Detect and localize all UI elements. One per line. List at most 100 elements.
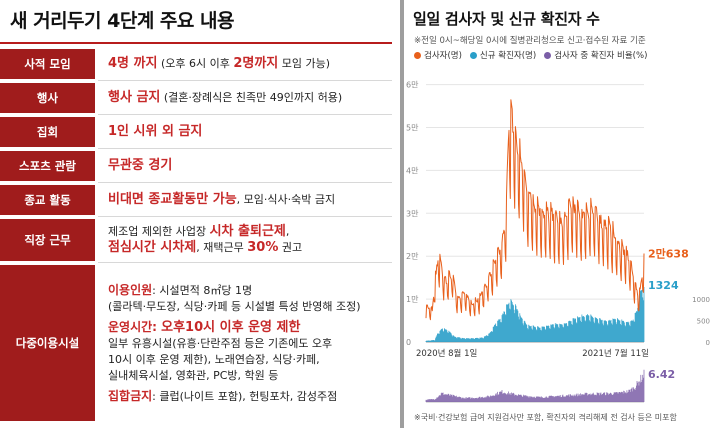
measure-detail-line: 무관중 경기 <box>108 158 392 174</box>
measure-detail: 제조업 제외한 사업장 시차 출퇴근제, 점심시간 시차제, 재택근무 30% 권… <box>108 217 392 263</box>
left-axis-tick-label: 5만 <box>406 123 419 132</box>
highlight-text: 30% <box>247 240 279 255</box>
left-axis-tick-label: 3만 <box>406 209 419 218</box>
highlight-text: 4명 까지 <box>108 56 158 71</box>
measure-detail-line: 10시 이후 운영 제한), 노래연습장, 식당·카페, <box>108 352 392 368</box>
title-underline <box>0 42 392 44</box>
measure-detail-line: 집합금지: 클럽(나이트 포함), 헌팅포차, 감성주점 <box>108 388 392 405</box>
measure-row: 집회 1인 시위 외 금지 <box>0 115 392 149</box>
measure-detail-line: (콜라텍·무도장, 식당·카페 등 시설별 특성 반영해 조정) <box>108 299 392 315</box>
measure-detail-line: 실내체육시설, 영화관, PC방, 학원 등 <box>108 368 392 384</box>
measure-detail: 이용인원: 시설면적 8㎡당 1명 (콜라텍·무도장, 식당·카페 등 시설별 특… <box>108 263 392 423</box>
legend-item-cases: 신규 확진자(명) <box>469 49 537 61</box>
highlight-text: 오후10시 이후 운영 제한 <box>161 319 301 335</box>
measure-row: 직장 근무 제조업 제외한 사업장 시차 출퇴근제, 점심시간 시차제, 재택근무 … <box>0 217 392 263</box>
detail-text: 제조업 제외한 사업장 <box>108 225 210 238</box>
measure-row: 종교 활동 비대면 종교활동만 가능, 모임·식사·숙박 금지 <box>0 183 392 217</box>
confirmed-cases-bars <box>425 287 645 342</box>
legend-label-ratio: 검사자 중 확진자 비율(%) <box>554 51 648 61</box>
highlight-text: 이용인원 <box>108 282 153 297</box>
detail-text: , <box>285 225 290 238</box>
right-axis-tick-label: 500 <box>697 318 710 326</box>
left-axis-tick-label: 2만 <box>406 252 419 261</box>
detail-text: (결혼·장례식은 친족만 49인까지 허용) <box>160 91 343 104</box>
legend-dot-tests <box>414 51 421 59</box>
left-axis-tick-label: 1만 <box>406 295 419 304</box>
left-axis-tick-label: 4만 <box>406 166 419 175</box>
measure-label: 직장 근무 <box>0 219 95 261</box>
measure-row: 스포츠 관람 무관중 경기 <box>0 149 392 183</box>
highlight-text: 운영시간: <box>108 319 162 334</box>
highlight-text: 점심시간 시차제 <box>108 240 197 255</box>
highlight-text: 무관중 경기 <box>108 158 173 173</box>
x-axis-end-label: 2021년 7월 11일 <box>582 348 649 359</box>
measures-panel: 새 거리두기 4단계 주요 내용 사적 모임 4명 까지 (오후 6시 이후 2명… <box>0 10 392 423</box>
measure-row: 사적 모임 4명 까지 (오후 6시 이후 2명까지 모임 가능) <box>0 47 392 81</box>
measure-label: 스포츠 관람 <box>0 151 95 181</box>
highlight-text: 1인 시위 외 금지 <box>108 124 203 139</box>
chart-panel: 일일 검사자 및 신규 확진자 수 ※전일 0시~해당일 0시에 질병관리청으로… <box>404 0 714 428</box>
measure-label: 집회 <box>0 117 95 147</box>
measure-detail: 행사 금지 (결혼·장례식은 친족만 49인까지 허용) <box>108 81 392 115</box>
tests-line <box>425 99 645 321</box>
right-axis-tick-label: 1000 <box>692 296 710 304</box>
legend-label-cases: 신규 확진자(명) <box>479 51 537 61</box>
measure-detail-line: 일부 유흥시설(유흥·단란주점 등은 기존에도 오후 <box>108 336 392 352</box>
chart-footnote: ※국비·건강보험 급여 지원검사만 포함, 확진자의 격리해제 전 검사 등은 … <box>414 413 677 422</box>
detail-text: , 모임·식사·숙박 금지 <box>236 193 336 206</box>
highlight-text: 2명까지 <box>233 56 279 71</box>
legend-item-tests: 검사자(명) <box>414 49 462 61</box>
ratio-final-value-label: 6.42 <box>648 368 675 381</box>
chart-legend: 검사자(명) 신규 확진자(명) 검사자 중 확진자 비율(%) <box>414 49 647 61</box>
highlight-text: 시차 출퇴근제 <box>209 224 286 239</box>
detail-text: : 클럽(나이트 포함), 헌팅포차, 감성주점 <box>152 389 338 403</box>
cases-final-value-label: 1324 <box>648 279 679 292</box>
row-separator <box>98 216 392 217</box>
detail-text: (콜라텍·무도장, 식당·카페 등 시설별 특성 반영해 조정) <box>108 299 361 313</box>
left-axis-tick-label: 6만 <box>406 81 419 90</box>
positivity-ratio-bars <box>425 369 645 402</box>
measure-label: 사적 모임 <box>0 49 95 79</box>
measure-label: 종교 활동 <box>0 185 95 215</box>
measure-detail-line: 점심시간 시차제, 재택근무 30% 권고 <box>108 240 392 256</box>
chart-note: ※전일 0시~해당일 0시에 질병관리청으로 신고·접수된 자료 기준 <box>414 36 646 46</box>
highlight-text: 비대면 종교활동만 가능 <box>108 192 237 207</box>
legend-dot-ratio <box>544 51 552 59</box>
detail-text: 모임 가능) <box>278 57 331 70</box>
x-axis-start-label: 2020년 8월 1일 <box>416 348 477 359</box>
legend-dot-cases <box>469 51 477 59</box>
row-separator <box>98 114 392 115</box>
detail-text: 권고 <box>278 241 303 254</box>
row-separator <box>98 148 392 149</box>
measure-detail-line: 운영시간: 오후10시 이후 운영 제한 <box>108 319 392 336</box>
measure-detail: 1인 시위 외 금지 <box>108 115 392 149</box>
measure-detail-line: 1인 시위 외 금지 <box>108 124 392 140</box>
left-axis-tick-label: 0 <box>406 338 411 347</box>
measures-title: 새 거리두기 4단계 주요 내용 <box>10 10 234 32</box>
row-separator <box>98 262 392 263</box>
measure-row: 행사 행사 금지 (결혼·장례식은 친족만 49인까지 허용) <box>0 81 392 115</box>
detail-text: (오후 6시 이후 <box>157 57 234 70</box>
row-separator <box>98 80 392 81</box>
measure-label: 행사 <box>0 83 95 113</box>
measure-detail: 무관중 경기 <box>108 149 392 183</box>
right-axis-tick-label: 0 <box>706 339 710 347</box>
measure-detail-line: 4명 까지 (오후 6시 이후 2명까지 모임 가능) <box>108 56 392 72</box>
highlight-text: 행사 금지 <box>108 90 161 105</box>
row-separator <box>98 182 392 183</box>
measure-detail-line: 제조업 제외한 사업장 시차 출퇴근제, <box>108 224 392 240</box>
chart-title: 일일 검사자 및 신규 확진자 수 <box>413 10 600 28</box>
measure-label: 다중이용시설 <box>0 265 95 421</box>
measure-detail-line: 비대면 종교활동만 가능, 모임·식사·숙박 금지 <box>108 192 392 208</box>
measure-detail: 4명 까지 (오후 6시 이후 2명까지 모임 가능) <box>108 47 392 81</box>
tests-final-value-label: 2만638 <box>648 246 689 260</box>
highlight-text: 집합금지 <box>108 388 153 403</box>
measure-row: 다중이용시설 이용인원: 시설면적 8㎡당 1명 (콜라텍·무도장, 식당·카페 등… <box>0 263 392 423</box>
legend-label-tests: 검사자(명) <box>424 51 462 61</box>
detail-text: : 시설면적 8㎡당 1명 <box>152 283 253 297</box>
detail-text: 10시 이후 운영 제한), 노래연습장, 식당·카페, <box>108 352 320 366</box>
legend-item-ratio: 검사자 중 확진자 비율(%) <box>544 49 647 61</box>
detail-text: 일부 유흥시설(유흥·단란주점 등은 기존에도 오후 <box>108 336 333 350</box>
detail-text: , 재택근무 <box>196 241 248 254</box>
daily-tests-cases-chart: 0 1만 2만 3만 4만 5만 6만 0 500 1000 2020년 8월 1일 2021년 7월… <box>406 81 710 403</box>
